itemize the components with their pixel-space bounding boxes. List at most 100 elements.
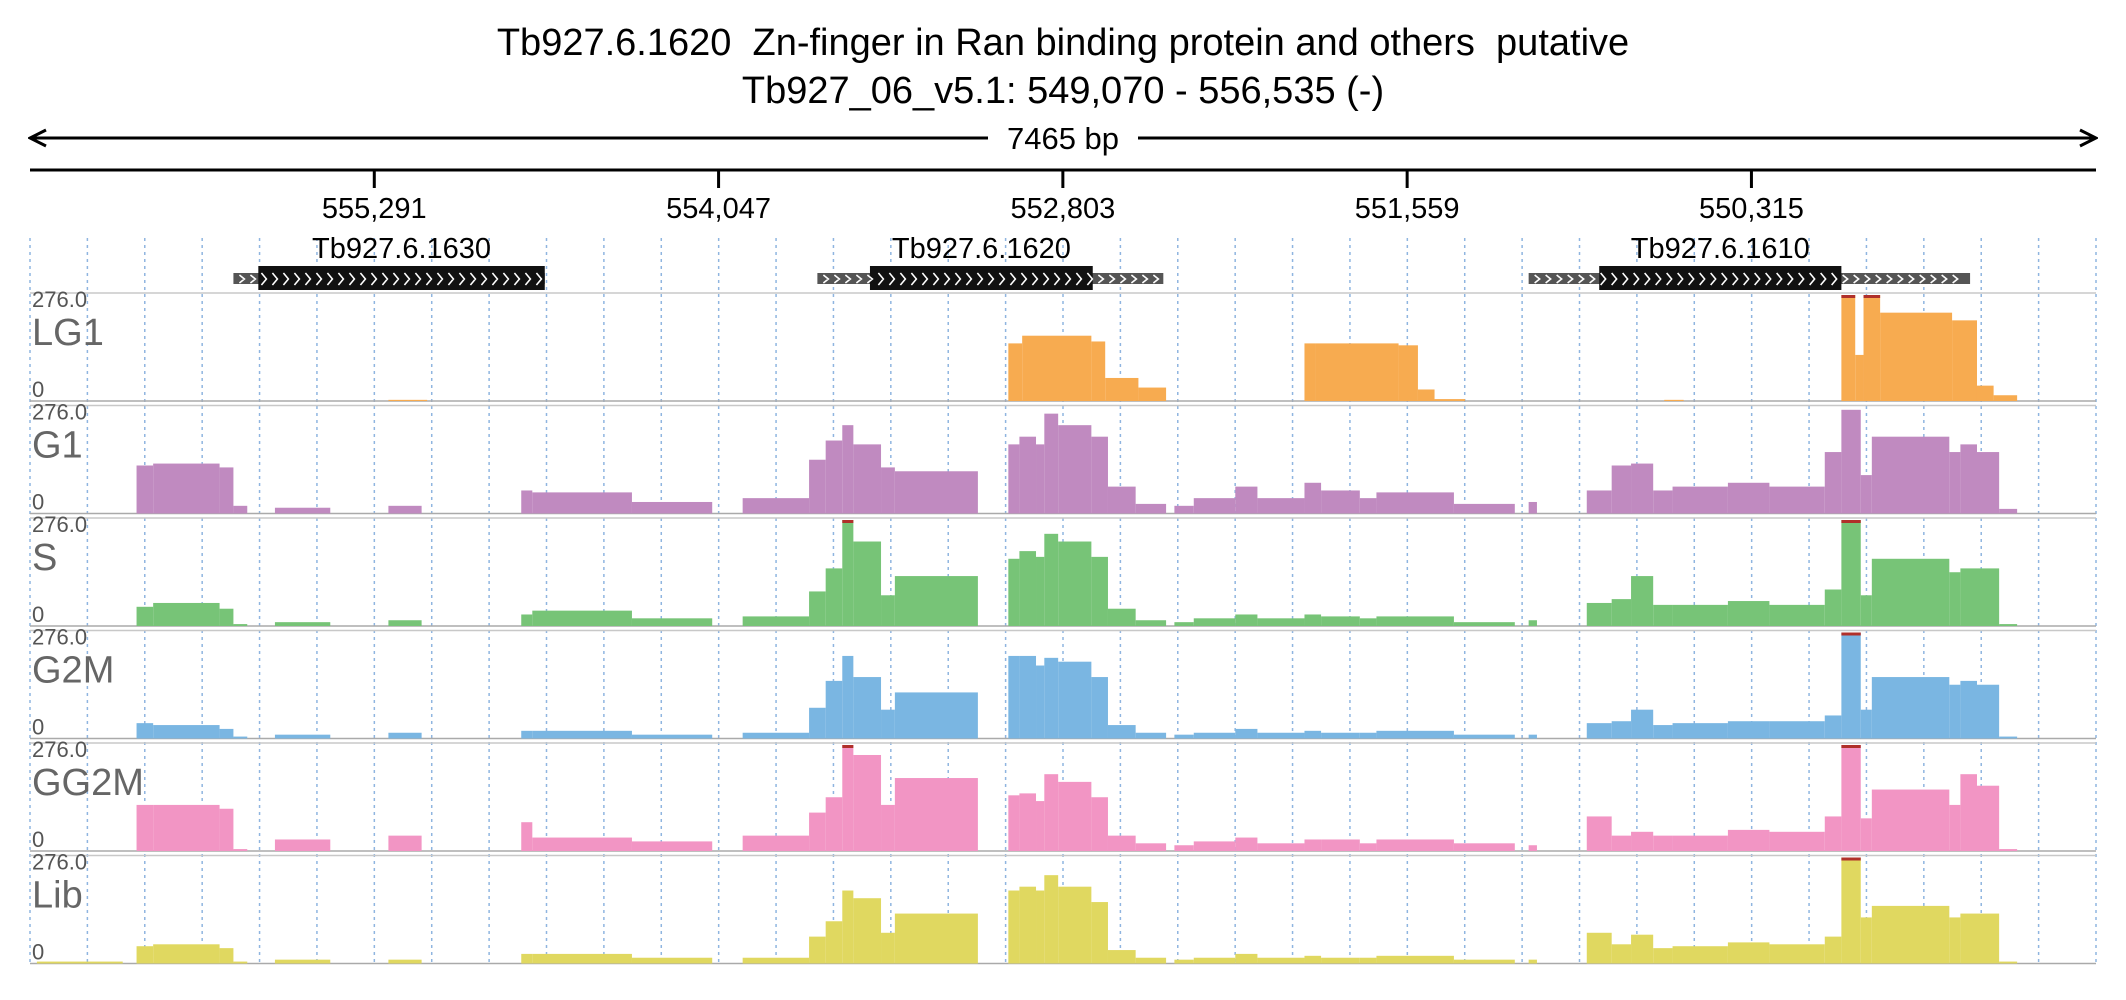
- coverage-bar: [388, 399, 428, 401]
- coverage-bar: [1107, 950, 1136, 964]
- gene-label: Tb927.6.1620: [892, 233, 1071, 265]
- coverage-bar: [1769, 831, 1825, 851]
- track-g1: 276.0 0 G1: [30, 400, 2096, 515]
- coverage-bar: [1611, 599, 1632, 626]
- coverage-bar: [1860, 818, 1872, 851]
- coverage-bar: [1860, 709, 1872, 739]
- coverage-bar: [1960, 680, 1977, 739]
- coverage-bar: [1672, 835, 1728, 851]
- coverage-bar: [1672, 946, 1728, 964]
- coverage-bar: [521, 490, 533, 514]
- coverage-bar: [1999, 961, 2018, 964]
- coverage-bar: [1528, 620, 1537, 626]
- coverage-bar: [1434, 399, 1465, 401]
- coverage-bar: [1022, 335, 1092, 401]
- coverage-bar: [1008, 343, 1023, 401]
- coverage-bar: [1824, 715, 1842, 739]
- coverage-bar: [1841, 745, 1861, 851]
- coverage-bar: [1091, 797, 1108, 851]
- coverage-bar: [1193, 618, 1236, 626]
- coverage-bar: [1376, 616, 1454, 626]
- coverage-bar: [219, 608, 234, 626]
- gene-feature[interactable]: Tb927.6.1620: [817, 233, 1164, 290]
- coverage-bar: [842, 520, 854, 626]
- coverage-bar: [842, 890, 854, 964]
- coverage-bar: [532, 610, 632, 626]
- track-lg1: 276.0 0 LG1: [30, 287, 2096, 402]
- tick-label: 552,803: [1010, 193, 1115, 225]
- coverage-bars: [136, 632, 2018, 739]
- tick-label: 550,315: [1699, 193, 1804, 225]
- coverage-bar: [1008, 795, 1020, 851]
- coverage-bar: [388, 620, 422, 626]
- span-label-background: [988, 118, 1138, 158]
- coverage-bar: [1949, 572, 1961, 626]
- coverage-bar: [881, 709, 895, 739]
- coverage-bar: [853, 444, 882, 514]
- coverage-bar: [1672, 604, 1728, 626]
- coverage-bar: [1976, 452, 2000, 514]
- track-name-label: G2M: [32, 650, 114, 692]
- coverage-bar: [1993, 395, 2018, 401]
- gene-feature[interactable]: Tb927.6.1610: [1528, 233, 1971, 290]
- coverage-bar: [809, 812, 826, 851]
- coverage-bar: [825, 568, 843, 626]
- clip-marker: [842, 745, 854, 748]
- coverage-bar: [1611, 721, 1632, 739]
- coverage-bar: [233, 961, 248, 964]
- coverage-bar: [1257, 618, 1305, 626]
- coverage-bar: [1036, 801, 1045, 851]
- coverage-bar: [1949, 804, 1961, 851]
- clip-marker: [1841, 857, 1861, 861]
- coverage-bar: [219, 948, 234, 964]
- coverage-bar: [1174, 734, 1194, 739]
- coverage-bars: [136, 409, 2018, 514]
- coverage-bar: [809, 707, 826, 739]
- coverage-bar: [1008, 558, 1020, 626]
- coverage-bar: [1841, 409, 1861, 514]
- coverage-bar: [153, 602, 220, 626]
- coverage-bar: [1376, 730, 1454, 739]
- coverage-bar: [1727, 721, 1770, 739]
- coverage-bar: [1976, 385, 1994, 401]
- coverage-bar: [631, 618, 713, 626]
- coverage-bar: [1631, 463, 1654, 514]
- coverage-bar: [1769, 944, 1825, 964]
- track-s: 276.0 0 S: [30, 512, 2096, 627]
- coverage-bar: [1631, 934, 1654, 964]
- gene-feature[interactable]: Tb927.6.1630: [233, 233, 545, 290]
- coverage-bar: [825, 797, 843, 851]
- coverage-bar: [1193, 957, 1236, 964]
- coverage-bar: [1107, 608, 1136, 626]
- track-name-label: LG1: [32, 312, 104, 354]
- coverage-bar: [1653, 604, 1673, 626]
- coverage-bar: [388, 835, 422, 851]
- coverage-bar: [1871, 558, 1950, 626]
- gene-title: Tb927.6.1620 Zn-finger in Ran binding pr…: [496, 22, 1630, 64]
- coverage-bar: [894, 778, 978, 851]
- coverage-bar: [1044, 657, 1059, 739]
- y-max-label: 276.0: [32, 625, 87, 650]
- coverage-bar: [1417, 389, 1435, 401]
- coverage-bar: [1453, 503, 1515, 514]
- coverage-bar: [532, 492, 632, 514]
- coverage-bar: [1257, 732, 1305, 739]
- coverage-bar: [1949, 684, 1961, 739]
- coverage-bar: [1359, 732, 1377, 739]
- coverage-bar: [1135, 503, 1167, 514]
- coverage-bar: [1235, 486, 1258, 514]
- gene-cds: [258, 266, 545, 290]
- coverage-bar: [1528, 959, 1537, 964]
- coverage-bar: [881, 804, 895, 851]
- coverage-bar: [809, 459, 826, 514]
- coverage-bar: [532, 730, 632, 739]
- coverage-bar: [219, 808, 234, 851]
- coverage-bar: [1999, 508, 2018, 514]
- coverage-bar: [1257, 843, 1305, 851]
- coverage-bar: [1235, 728, 1258, 739]
- coverage-bar: [1672, 486, 1728, 514]
- coverage-bar: [1631, 576, 1654, 626]
- coverage-bar: [388, 732, 422, 739]
- track-g2m: 276.0 0 G2M: [30, 625, 2096, 740]
- track-name-label: Lib: [32, 875, 83, 917]
